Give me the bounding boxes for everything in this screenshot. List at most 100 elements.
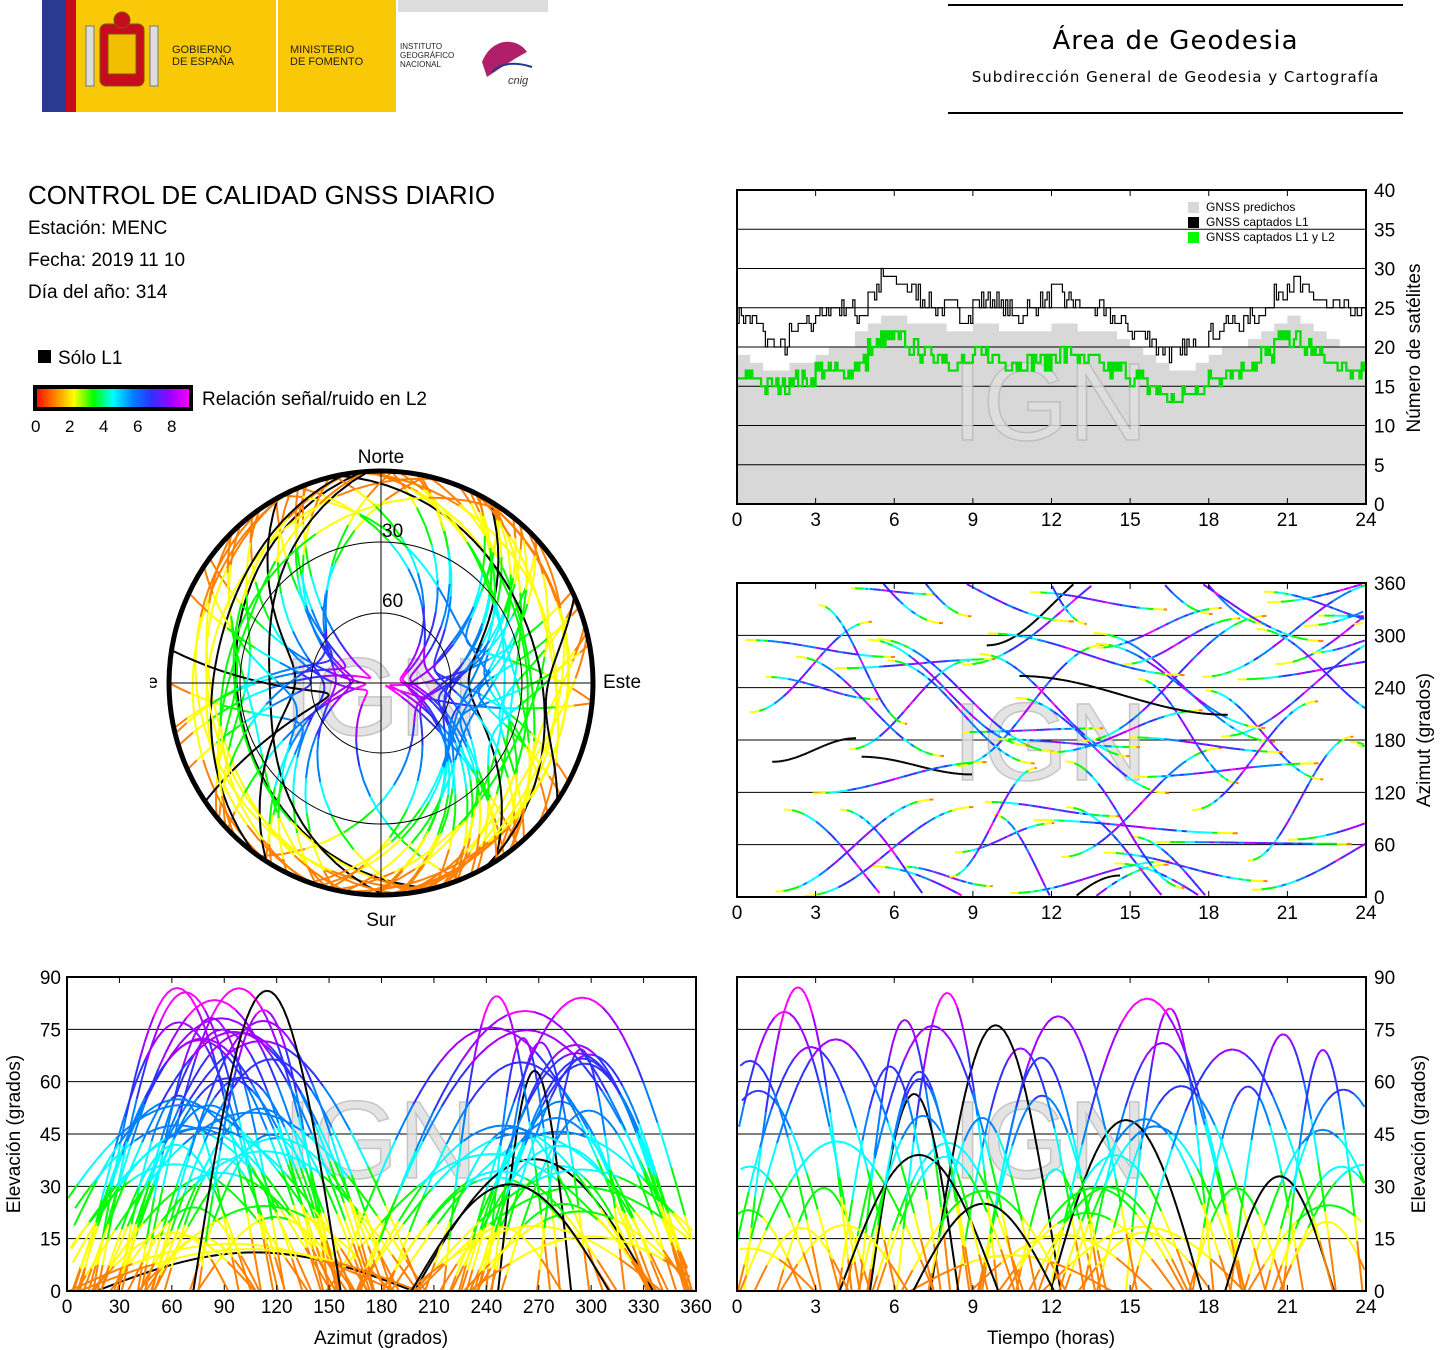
azimuth-track-segment [889, 812, 895, 817]
azimuth-track-segment [1354, 845, 1361, 851]
skyplot-track-segment [249, 531, 254, 544]
azimuth-track-segment [865, 820, 871, 825]
azimuth-track-segment [759, 708, 763, 712]
azimuth-track-segment [1345, 653, 1352, 659]
azimuth-track-segment [1147, 861, 1153, 867]
azimuth-track-segment [1219, 619, 1223, 623]
skyplot-track-segment [250, 515, 263, 530]
azimuth-track-segment [1154, 703, 1161, 707]
azimuth-track-segment [910, 871, 917, 876]
azimuth-track-segment [909, 802, 915, 806]
azimuth-track-segment [1115, 643, 1120, 647]
skyplot-track-segment [546, 725, 550, 732]
skyplot-track-segment [298, 495, 311, 506]
azimuth-track-segment [890, 639, 896, 643]
azimuth-track-segment [878, 833, 884, 839]
azimuth-track-segment [1333, 680, 1339, 686]
skyplot-track-segment [305, 685, 310, 689]
azimuth-track-segment [1213, 709, 1220, 715]
azimuth-track-segment [931, 680, 937, 686]
skyplot-track-segment [292, 668, 299, 674]
skyplot-track-segment [229, 636, 237, 652]
azimuth-track-segment [1175, 642, 1180, 646]
skyplot-track-segment [411, 843, 423, 859]
azimuth-track-segment [1027, 852, 1033, 858]
azimuth-track-segment [1180, 718, 1185, 724]
azimuth-track-segment [803, 813, 809, 818]
azimuth-track-segment [1013, 742, 1018, 746]
azimuth-track-segment [1109, 868, 1115, 873]
azimuth-track-segment [918, 615, 924, 620]
azimuth-track-segment [999, 837, 1003, 841]
skyplot-track-segment [286, 531, 295, 543]
skyplot-track-segment [363, 694, 368, 699]
azimuth-track-segment [1357, 583, 1363, 587]
azimuth-track-segment [1136, 843, 1141, 850]
skyplot-track-segment [311, 837, 325, 852]
azimuth-track-segment [1253, 656, 1260, 662]
azimuth-track-segment [1240, 708, 1245, 713]
azimuth-track-segment [930, 816, 936, 821]
skyplot-track-segment [428, 879, 441, 888]
skyplot-track-segment [307, 598, 313, 610]
skyplot-track-segment [317, 657, 323, 663]
skyplot-track-segment [361, 698, 366, 704]
skyplot-track-segment [197, 661, 212, 669]
azimuth-track-segment [1277, 633, 1282, 637]
skyplot-track-segment [519, 536, 523, 550]
azimuth-track-segment [1046, 696, 1052, 702]
skyplot-track-segment [497, 620, 503, 630]
azimuth-track-segment [827, 688, 832, 692]
azimuth-track-segment [1073, 806, 1078, 810]
azimuth-track-segment [1017, 608, 1024, 613]
skyplot-track-segment [206, 691, 211, 706]
azimuth-track-segment [1143, 658, 1147, 662]
azimuth-track-segment [987, 843, 991, 847]
skyplot-track-segment [260, 773, 264, 787]
skyplot-track-segment [441, 849, 450, 870]
azimuth-track-segment [1302, 837, 1308, 841]
skyplot-track-segment [412, 692, 418, 699]
skyplot-track-segment [287, 652, 292, 660]
azimuth-track-segment [1245, 617, 1250, 622]
azimuth-track-segment [1071, 648, 1077, 652]
azimuth-track-segment [1088, 772, 1093, 778]
skyplot-track-segment [523, 696, 531, 703]
azimuth-track-segment [983, 834, 988, 840]
azimuth-track-segment [1066, 586, 1071, 592]
azimuth-track-segment [969, 849, 973, 852]
azimuth-track-segment [886, 779, 892, 783]
azimuth-track-segment [761, 707, 766, 711]
skyplot-track-segment [227, 712, 232, 720]
skyplot-track-segment [293, 757, 299, 772]
azimuth-track-segment [913, 763, 918, 767]
azimuth-track-segment [1012, 665, 1018, 670]
skyplot-track-segment [288, 736, 293, 745]
azimuth-track-segment [838, 692, 843, 695]
skyplot-track-segment [566, 684, 570, 700]
x-tick-label: 15 [1120, 510, 1141, 531]
azimuth-track-segment [1346, 626, 1352, 632]
azimuth-track-segment [818, 871, 824, 877]
skyplot-track-segment [283, 752, 289, 763]
azimuth-track-segment [821, 663, 827, 668]
azimuth-track-segment [1018, 740, 1025, 745]
skyplot-track-segment [506, 749, 511, 758]
skyplot-track-segment [279, 771, 284, 783]
skyplot-track-segment [427, 785, 435, 798]
skyplot-track-segment [292, 691, 299, 696]
azimuth-track-segment [1084, 810, 1089, 815]
azimuth-track-segment [812, 646, 817, 649]
x-tick-label: 6 [889, 510, 900, 531]
azimuth-track-segment [1081, 651, 1087, 656]
azimuth-track-segment [822, 868, 828, 874]
skyplot-track-segment [231, 761, 238, 773]
skyplot-track-segment [413, 686, 421, 693]
azimuth-track-segment [1046, 606, 1051, 611]
skyplot-track-segment [322, 708, 327, 718]
skyplot-track-segment [457, 700, 464, 707]
skyplot-track-segment [252, 598, 259, 608]
skyplot-track-segment [429, 845, 444, 859]
azimuth-track-segment [1355, 585, 1362, 590]
skyplot-track-segment [515, 796, 523, 808]
